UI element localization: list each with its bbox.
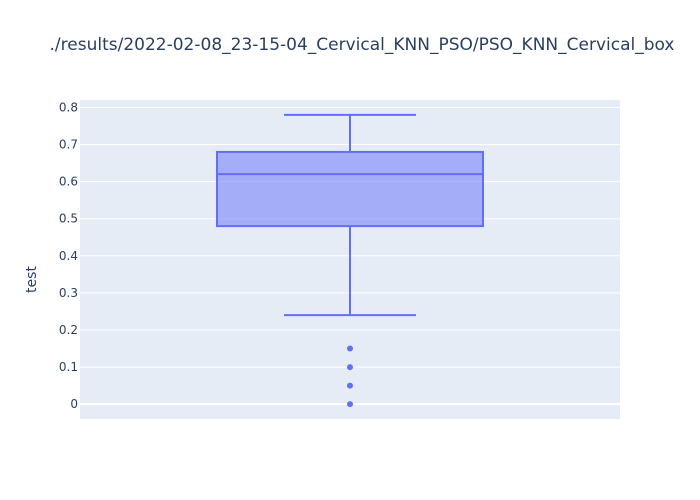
y-tick-label: 0.6 xyxy=(59,175,78,189)
outlier-point xyxy=(347,345,353,352)
chart-title: ./results/2022-02-08_23-15-04_Cervical_K… xyxy=(50,35,675,55)
y-tick-label: 0.8 xyxy=(59,100,78,114)
box-trace xyxy=(216,113,484,408)
y-tick-label: 0.7 xyxy=(59,138,78,152)
y-tick-label: 0.3 xyxy=(59,286,78,300)
y-tick-label: 0.4 xyxy=(59,249,78,263)
y-axis-title: test xyxy=(24,266,40,293)
outlier-point xyxy=(347,382,353,389)
outlier-point xyxy=(347,401,353,408)
outlier-point xyxy=(347,364,353,371)
y-tick-label: 0.1 xyxy=(59,360,78,374)
y-tick-label: 0.2 xyxy=(59,323,78,337)
y-tick-label: 0.5 xyxy=(59,212,78,226)
y-tick-label: 0 xyxy=(70,397,78,411)
iqr-box xyxy=(216,150,484,228)
y-axis-ticks: 0 0.1 0.2 0.3 0.4 0.5 0.6 0.7 0.8 xyxy=(59,100,78,411)
